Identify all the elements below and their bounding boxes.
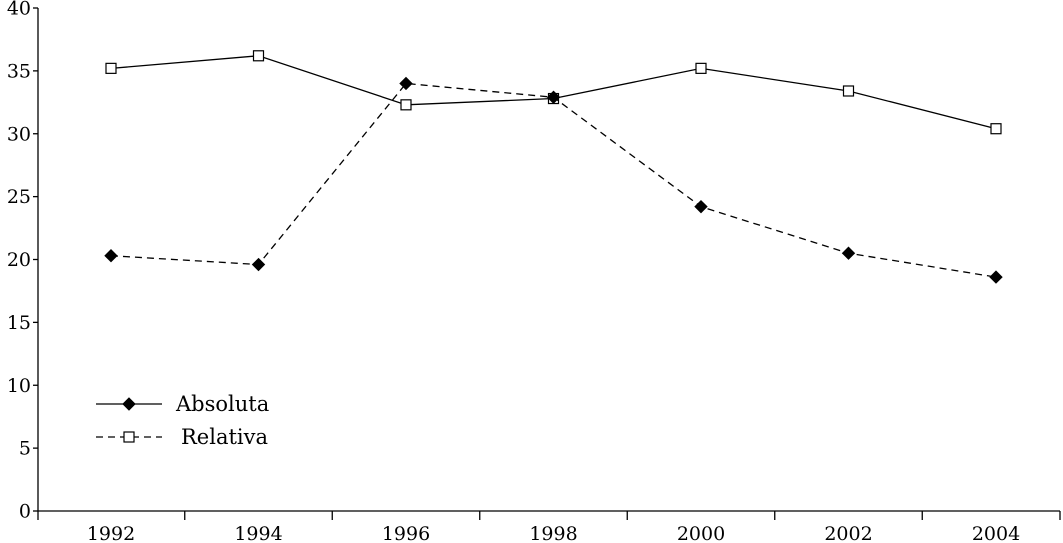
data-point bbox=[546, 90, 561, 104]
y-tick-label: 30 bbox=[7, 123, 31, 145]
y-tick-label: 0 bbox=[19, 501, 31, 523]
data-point bbox=[400, 99, 412, 111]
data-point bbox=[251, 257, 266, 272]
x-tick-label: 1996 bbox=[382, 523, 430, 543]
data-point bbox=[399, 76, 413, 91]
y-tick-label: 35 bbox=[7, 60, 31, 82]
y-tick-label: 25 bbox=[7, 186, 31, 208]
data-point bbox=[989, 270, 1003, 284]
x-tick-label: 2000 bbox=[677, 523, 725, 543]
series-relativa bbox=[104, 76, 1003, 284]
legend-label: Absoluta bbox=[175, 392, 269, 416]
x-tick-label: 2004 bbox=[972, 523, 1020, 543]
data-point bbox=[694, 199, 708, 214]
y-tick-label: 20 bbox=[7, 249, 31, 271]
legend-marker bbox=[123, 431, 135, 443]
data-point bbox=[105, 62, 117, 74]
legend-marker bbox=[122, 397, 136, 411]
legend: Absoluta Relativa bbox=[96, 392, 269, 449]
y-tick-label: 10 bbox=[7, 375, 31, 397]
x-tick-label: 1998 bbox=[529, 523, 577, 543]
legend-label: Relativa bbox=[181, 425, 268, 449]
series-layer bbox=[104, 50, 1003, 284]
data-point bbox=[695, 62, 707, 74]
x-tick-label: 2002 bbox=[824, 523, 872, 543]
x-tick-label: 1994 bbox=[234, 523, 282, 543]
legend-item-relativa: Relativa bbox=[96, 425, 268, 449]
data-point bbox=[252, 50, 265, 62]
y-tick-label: 15 bbox=[7, 312, 31, 334]
y-tick-label: 40 bbox=[7, 0, 31, 20]
data-point bbox=[104, 249, 118, 263]
data-point bbox=[990, 123, 1002, 135]
legend-item-absoluta: Absoluta bbox=[96, 392, 269, 416]
data-point bbox=[842, 85, 855, 97]
series-line-relativa bbox=[110, 82, 997, 278]
axes: 0 5 10 15 20 25 30 35 40 1992 1994 1996 1998 2000 2002… bbox=[7, 0, 1061, 543]
data-point bbox=[841, 246, 856, 260]
x-tick-label: 1992 bbox=[87, 523, 135, 543]
y-tick-label: 5 bbox=[19, 438, 31, 460]
